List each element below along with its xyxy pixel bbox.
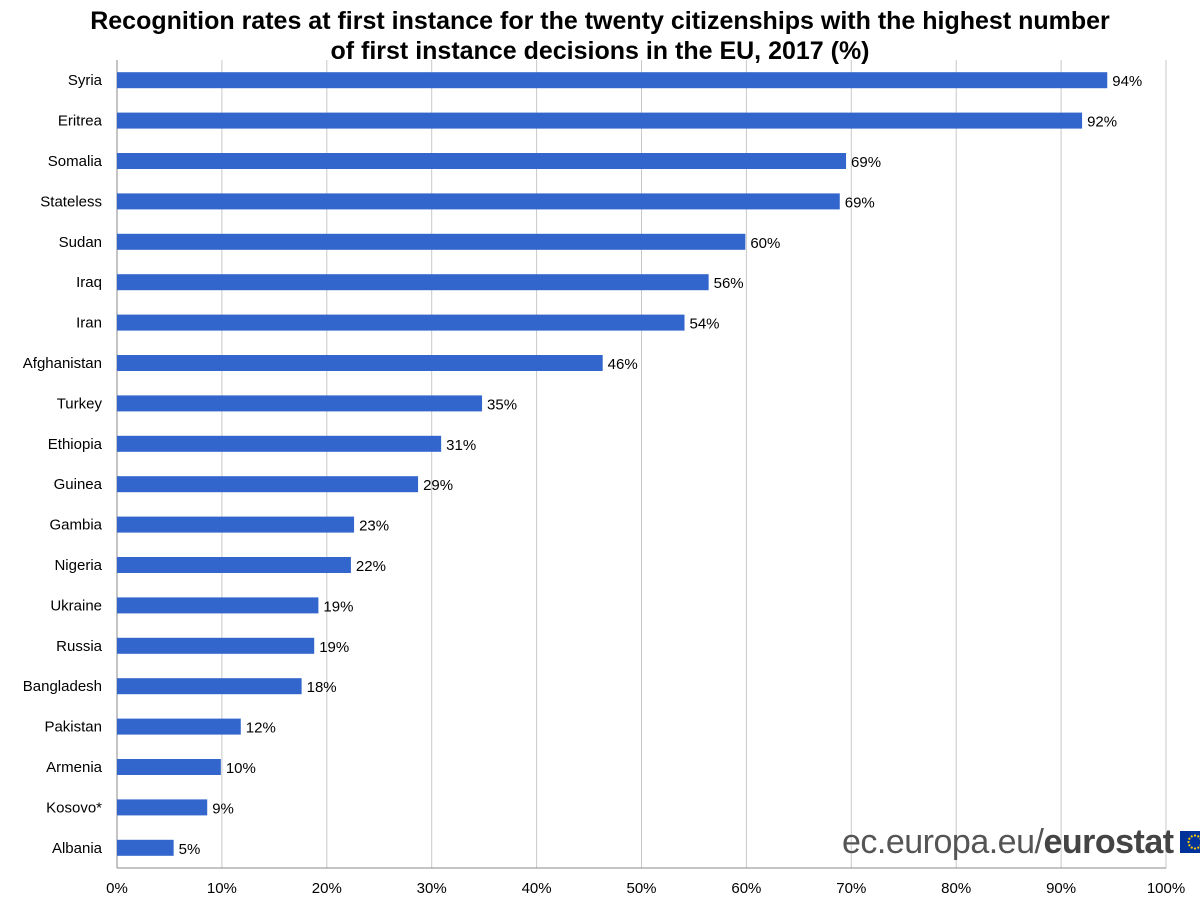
category-label: Stateless bbox=[40, 193, 102, 210]
bar bbox=[117, 112, 1083, 129]
category-label: Kosovo* bbox=[46, 799, 102, 816]
data-label: 46% bbox=[608, 356, 638, 373]
x-tick-label: 10% bbox=[207, 880, 237, 897]
eu-flag-star bbox=[1186, 840, 1190, 844]
category-label: Eritrea bbox=[58, 113, 103, 130]
bar bbox=[117, 759, 221, 775]
category-label: Russia bbox=[56, 638, 103, 655]
eurostat-branding: ec.europa.eu/eurostat bbox=[842, 822, 1200, 862]
data-label: 54% bbox=[690, 316, 720, 333]
data-label: 35% bbox=[487, 396, 517, 413]
category-label: Iraq bbox=[76, 274, 102, 291]
eu-flag-icon bbox=[1179, 831, 1200, 853]
data-label: 23% bbox=[359, 518, 389, 535]
bar bbox=[117, 355, 603, 371]
bar bbox=[117, 597, 319, 614]
category-label: Sudan bbox=[59, 234, 102, 251]
data-label: 10% bbox=[226, 760, 256, 777]
eu-flag-star bbox=[1193, 834, 1196, 837]
x-tick-label: 60% bbox=[731, 880, 761, 897]
data-label: 69% bbox=[851, 154, 881, 171]
data-label: 5% bbox=[179, 841, 201, 858]
x-tick-label: 0% bbox=[106, 880, 128, 897]
data-label: 18% bbox=[307, 679, 337, 696]
x-tick-label: 30% bbox=[417, 880, 447, 897]
bar bbox=[117, 435, 442, 452]
x-tick-label: 90% bbox=[1046, 880, 1076, 897]
x-tick-label: 100% bbox=[1147, 880, 1185, 897]
category-label: Iran bbox=[76, 315, 102, 332]
category-label: Turkey bbox=[57, 395, 103, 412]
eu-flag-star bbox=[1190, 835, 1193, 838]
category-label: Ethiopia bbox=[48, 436, 103, 453]
category-label: Nigeria bbox=[54, 557, 102, 574]
eu-flag-star bbox=[1193, 847, 1196, 850]
eu-flag-star bbox=[1196, 846, 1199, 849]
bar bbox=[117, 557, 351, 573]
bar bbox=[117, 233, 746, 250]
category-label: Pakistan bbox=[44, 719, 102, 736]
chart-title-line-2: of first instance decisions in the EU, 2… bbox=[330, 37, 870, 65]
data-label: 69% bbox=[845, 194, 875, 211]
branding-brand: eurostat bbox=[1043, 822, 1174, 861]
bar bbox=[117, 718, 241, 735]
eu-flag-star bbox=[1187, 837, 1191, 840]
data-label: 92% bbox=[1087, 114, 1117, 131]
data-label: 12% bbox=[246, 720, 276, 737]
bar bbox=[117, 799, 208, 816]
bar bbox=[117, 72, 1108, 89]
category-label: Somalia bbox=[48, 153, 103, 170]
bar bbox=[117, 678, 302, 695]
bar bbox=[117, 153, 847, 169]
data-label: 29% bbox=[423, 477, 453, 494]
eu-flag-background bbox=[1179, 831, 1200, 853]
bar bbox=[117, 314, 685, 331]
category-label: Syria bbox=[68, 72, 103, 89]
data-label: 56% bbox=[714, 275, 744, 292]
bar bbox=[117, 637, 315, 654]
data-label: 60% bbox=[750, 235, 780, 252]
chart-title: Recognition rates at first instance for … bbox=[0, 6, 1200, 66]
branding-text: ec.europa.eu/eurostat bbox=[842, 823, 1174, 862]
chart-title-line-1: Recognition rates at first instance for … bbox=[90, 7, 1110, 35]
eu-flag-star bbox=[1190, 846, 1193, 849]
data-label: 19% bbox=[323, 598, 353, 615]
category-label: Guinea bbox=[54, 476, 103, 493]
x-tick-label: 40% bbox=[522, 880, 552, 897]
eu-flag-star bbox=[1196, 835, 1199, 838]
bar bbox=[117, 839, 174, 856]
x-tick-label: 80% bbox=[941, 880, 971, 897]
bar bbox=[117, 193, 840, 210]
branding-site: ec.europa.eu/ bbox=[842, 822, 1044, 861]
data-label: 22% bbox=[356, 558, 386, 575]
x-tick-label: 20% bbox=[312, 880, 342, 897]
x-tick-label: 70% bbox=[836, 880, 866, 897]
data-label: 19% bbox=[319, 639, 349, 656]
category-label: Afghanistan bbox=[23, 355, 102, 372]
data-label: 94% bbox=[1112, 73, 1142, 90]
bar bbox=[117, 516, 355, 533]
category-label: Bangladesh bbox=[23, 678, 102, 695]
data-label: 31% bbox=[446, 437, 476, 454]
category-label: Armenia bbox=[46, 759, 103, 776]
bar bbox=[117, 476, 419, 493]
category-label: Albania bbox=[52, 840, 103, 857]
bar bbox=[117, 274, 709, 291]
data-label: 9% bbox=[212, 800, 234, 817]
category-label: Ukraine bbox=[50, 597, 102, 614]
x-tick-label: 50% bbox=[626, 880, 656, 897]
category-label: Gambia bbox=[49, 517, 102, 534]
bar bbox=[117, 395, 483, 412]
eu-flag-star bbox=[1187, 844, 1191, 847]
